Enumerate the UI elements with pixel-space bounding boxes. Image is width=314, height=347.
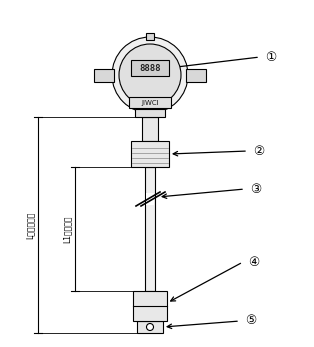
Text: ②: ② xyxy=(253,144,264,158)
Bar xyxy=(135,109,165,117)
Bar xyxy=(133,291,167,321)
Text: ①: ① xyxy=(265,51,276,64)
Bar xyxy=(186,68,206,82)
Circle shape xyxy=(112,37,188,113)
Bar xyxy=(142,117,158,141)
Text: L导杆总长度: L导杆总长度 xyxy=(25,211,35,239)
Circle shape xyxy=(147,323,154,330)
Bar xyxy=(145,167,155,291)
Text: L1测量范围: L1测量范围 xyxy=(62,215,72,243)
Text: ③: ③ xyxy=(250,183,261,195)
Bar xyxy=(129,97,171,108)
Text: ④: ④ xyxy=(248,255,259,269)
Text: ⑤: ⑤ xyxy=(245,314,256,328)
Text: JIWCI: JIWCI xyxy=(141,100,159,105)
Circle shape xyxy=(119,44,181,106)
Bar xyxy=(131,60,169,76)
Bar xyxy=(146,193,154,205)
Bar xyxy=(137,321,163,333)
Bar xyxy=(94,68,114,82)
Bar xyxy=(146,33,154,40)
Text: 8888: 8888 xyxy=(139,64,161,73)
Bar xyxy=(131,141,169,167)
